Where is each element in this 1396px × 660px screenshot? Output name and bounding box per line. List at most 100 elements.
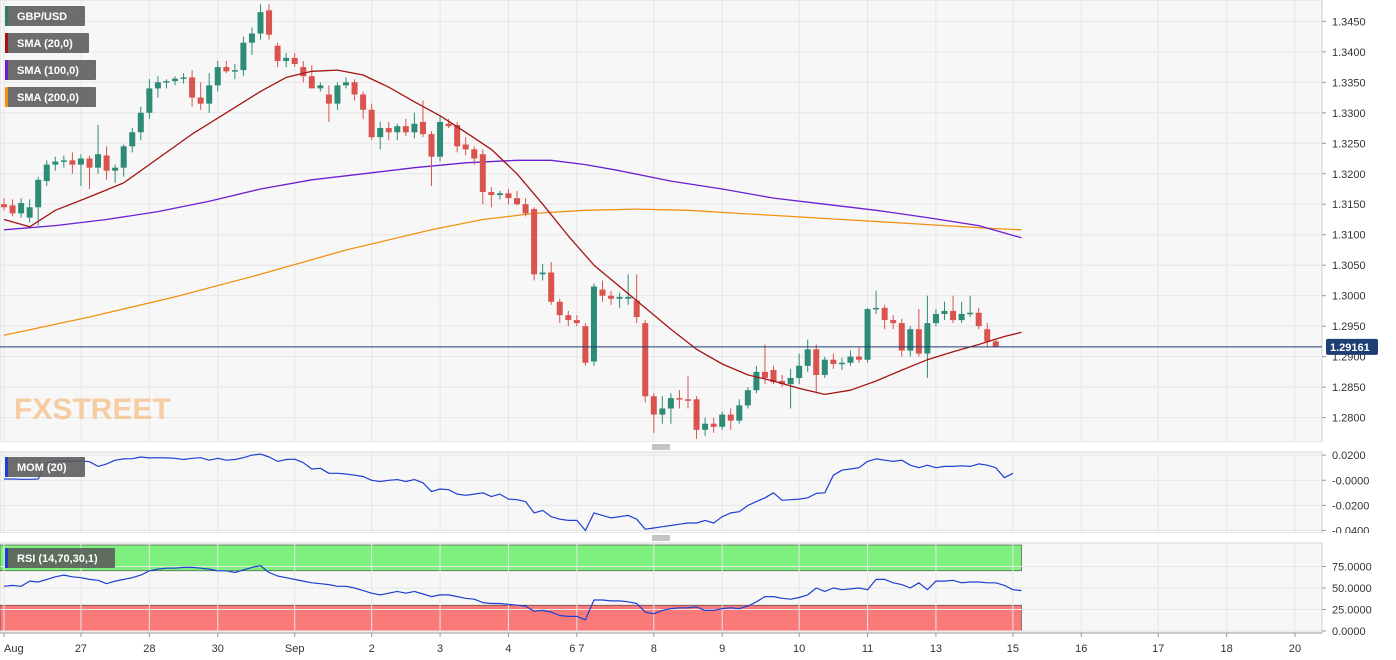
candle[interactable] xyxy=(360,91,367,119)
candle[interactable] xyxy=(154,76,161,98)
candle[interactable] xyxy=(710,417,717,433)
candle[interactable] xyxy=(214,60,221,92)
candle[interactable] xyxy=(197,82,204,110)
candle[interactable] xyxy=(514,190,520,206)
legend-rsi[interactable]: RSI (14,70,30,1) xyxy=(5,548,115,568)
candle[interactable] xyxy=(856,347,862,363)
candle[interactable] xyxy=(69,152,76,174)
candle[interactable] xyxy=(659,396,666,424)
candle[interactable] xyxy=(727,408,734,430)
candle[interactable] xyxy=(18,198,25,218)
candle[interactable] xyxy=(744,387,751,409)
candle[interactable] xyxy=(180,73,187,84)
candle[interactable] xyxy=(368,103,375,141)
candle[interactable] xyxy=(779,374,786,388)
candle[interactable] xyxy=(43,160,50,186)
candle[interactable] xyxy=(932,309,939,327)
panel-splitter[interactable] xyxy=(0,533,1396,543)
candle[interactable] xyxy=(736,399,743,424)
candle[interactable] xyxy=(761,344,768,385)
candle[interactable] xyxy=(231,64,238,80)
candle[interactable] xyxy=(488,187,495,208)
candle[interactable] xyxy=(334,82,341,110)
candle[interactable] xyxy=(112,164,119,183)
price-panel[interactable]: 1.3450 1.3400 1.3350 1.3300 1.3250 1.3200 1.31… xyxy=(0,0,1396,452)
candle[interactable] xyxy=(838,357,845,371)
candle[interactable] xyxy=(950,295,957,324)
candle[interactable] xyxy=(873,290,880,314)
candle[interactable] xyxy=(898,318,905,357)
candle[interactable] xyxy=(223,60,230,74)
legend-gbpusd[interactable]: GBP/USD xyxy=(5,6,85,26)
candle[interactable] xyxy=(864,307,871,363)
candle[interactable] xyxy=(26,199,33,223)
legend-sma-20[interactable]: SMA (20,0) xyxy=(5,33,89,53)
candle[interactable] xyxy=(719,411,726,430)
candle[interactable] xyxy=(599,280,606,302)
candle[interactable] xyxy=(582,323,589,366)
candle[interactable] xyxy=(300,60,307,83)
candle[interactable] xyxy=(915,309,922,357)
rsi-panel[interactable]: 75.0000 50.0000 25.0000 0.0000 xyxy=(0,542,1396,638)
candle[interactable] xyxy=(796,353,803,385)
candle[interactable] xyxy=(9,199,16,217)
candle[interactable] xyxy=(479,149,486,205)
candle[interactable] xyxy=(163,79,170,89)
candle[interactable] xyxy=(556,298,563,324)
candle[interactable] xyxy=(881,304,888,330)
candle[interactable] xyxy=(77,154,84,186)
candle[interactable] xyxy=(445,118,452,129)
candle[interactable] xyxy=(308,65,315,89)
candle[interactable] xyxy=(650,393,657,433)
candle[interactable] xyxy=(343,77,349,89)
candle[interactable] xyxy=(120,144,127,177)
candle[interactable] xyxy=(967,295,974,318)
candle[interactable] xyxy=(428,131,435,186)
candle[interactable] xyxy=(548,262,555,305)
candle[interactable] xyxy=(813,344,820,394)
candle[interactable] xyxy=(266,4,273,40)
candle[interactable] xyxy=(625,274,632,305)
panel-splitter[interactable] xyxy=(0,442,1396,452)
legend-sma-200[interactable]: SMA (200,0) xyxy=(5,87,96,107)
candle[interactable] xyxy=(137,106,144,141)
candle[interactable] xyxy=(52,156,59,171)
candle[interactable] xyxy=(95,124,102,174)
candle[interactable] xyxy=(667,393,674,424)
candle[interactable] xyxy=(411,112,418,139)
candle[interactable] xyxy=(787,368,794,409)
candle[interactable] xyxy=(522,198,529,217)
candle[interactable] xyxy=(257,4,264,40)
candle[interactable] xyxy=(590,283,597,366)
candle[interactable] xyxy=(890,315,897,330)
candle[interactable] xyxy=(60,155,67,168)
candle[interactable] xyxy=(753,365,760,394)
candle[interactable] xyxy=(907,326,914,357)
candle[interactable] xyxy=(394,123,401,141)
candle[interactable] xyxy=(437,115,444,162)
candle[interactable] xyxy=(129,128,136,153)
momentum-panel[interactable]: 0.0200-0.0000-0.0200-0.0400 xyxy=(0,450,1396,543)
candle[interactable] xyxy=(283,53,290,68)
candle[interactable] xyxy=(385,121,392,141)
candle[interactable] xyxy=(402,118,409,136)
candle[interactable] xyxy=(941,301,948,321)
candle[interactable] xyxy=(505,188,512,205)
candle[interactable] xyxy=(804,339,811,372)
candle[interactable] xyxy=(702,417,709,436)
candle[interactable] xyxy=(693,396,700,439)
candle[interactable] xyxy=(608,290,615,305)
candle[interactable] xyxy=(248,27,255,55)
candle[interactable] xyxy=(274,42,281,68)
candle[interactable] xyxy=(531,207,538,281)
candle[interactable] xyxy=(462,137,469,156)
candle[interactable] xyxy=(830,353,837,369)
candle[interactable] xyxy=(958,301,965,324)
candle[interactable] xyxy=(539,263,546,281)
candle[interactable] xyxy=(291,53,298,68)
candle[interactable] xyxy=(103,146,110,180)
legend-sma-100[interactable]: SMA (100,0) xyxy=(5,60,96,80)
candle[interactable] xyxy=(172,76,178,86)
candle[interactable] xyxy=(471,146,478,165)
